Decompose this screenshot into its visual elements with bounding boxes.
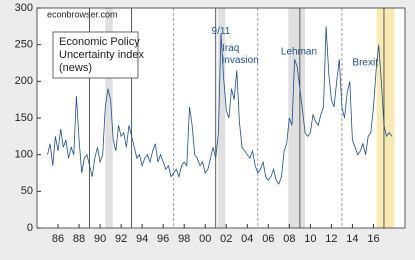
x-tick-label: 90 (94, 233, 106, 245)
data-line (47, 26, 393, 185)
legend-text: (news) (59, 62, 92, 74)
legend-text: Economic Policy (59, 36, 140, 48)
shaded-period (105, 8, 113, 228)
y-tick-label: 200 (15, 75, 33, 87)
x-tick-label: 88 (73, 233, 85, 245)
shaded-period (288, 8, 306, 228)
legend-box (52, 31, 139, 79)
x-tick-label: 86 (52, 233, 64, 245)
watermark: econbrowser.com (47, 9, 118, 19)
x-tick-label: 16 (367, 233, 379, 245)
shaded-period (376, 8, 395, 228)
y-tick-label: 150 (15, 112, 33, 124)
y-tick-label: 50 (21, 185, 33, 197)
x-tick-label: 92 (115, 233, 127, 245)
y-tick-label: 250 (15, 39, 33, 51)
x-tick-label: 96 (157, 233, 169, 245)
annotation: Iraq (222, 43, 239, 54)
annotation: 9/11 (212, 26, 231, 37)
x-tick-label: 98 (178, 233, 190, 245)
y-tick-label: 100 (15, 149, 33, 161)
x-tick-label: 08 (283, 233, 295, 245)
annotation: invasion (222, 55, 259, 66)
x-tick-label: 04 (241, 233, 253, 245)
x-tick-label: 12 (325, 233, 337, 245)
y-tick-label: 0 (27, 222, 33, 234)
shaded-period (217, 8, 226, 228)
y-tick-label: 300 (15, 2, 33, 14)
legend-text: Uncertainty index (59, 49, 144, 61)
x-tick-label: 06 (262, 233, 274, 245)
x-tick-label: 94 (136, 233, 148, 245)
x-tick-label: 02 (220, 233, 232, 245)
x-tick-label: 00 (199, 233, 211, 245)
annotation: Brexit (352, 58, 378, 69)
x-tick-label: 14 (346, 233, 358, 245)
annotation: Lehman (281, 47, 317, 58)
x-tick-label: 10 (304, 233, 316, 245)
